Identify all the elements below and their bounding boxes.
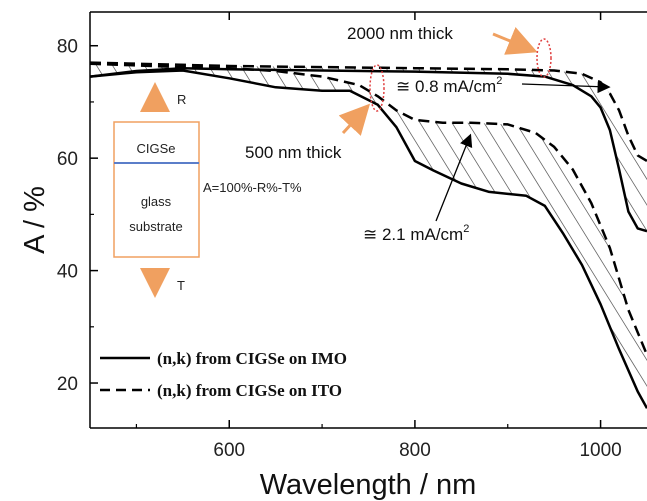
- arrow-2000nm: [492, 27, 538, 55]
- inset-layer-cigse: CIGSe: [136, 141, 175, 156]
- y-axis-title: A / %: [19, 186, 51, 254]
- hatch-line: [407, 63, 647, 409]
- hatch-line: [551, 62, 647, 232]
- inset-t-label: T: [177, 278, 185, 293]
- y-tick-label: 80: [57, 37, 78, 58]
- x-tick-label: 1000: [579, 440, 621, 461]
- legend-label-ito: (n,k) from CIGSe on ITO: [157, 381, 342, 400]
- hatch-line: [471, 62, 647, 232]
- hatch-line: [391, 62, 647, 232]
- series-line-ito-500nm: [90, 62, 647, 356]
- hatch-line: [503, 63, 647, 409]
- hatch-line: [551, 63, 647, 409]
- hatch-line: [343, 62, 605, 232]
- arrow-current-2-1: [435, 133, 473, 222]
- x-tick-label: 600: [213, 440, 245, 461]
- hatch-line: [567, 62, 647, 232]
- hatch-line: [375, 63, 637, 409]
- hatch-line: [375, 62, 637, 232]
- hatch-line: [567, 63, 647, 409]
- hatch-line: [311, 62, 573, 232]
- hatch-line: [535, 63, 647, 409]
- hatch-line: [583, 63, 647, 409]
- inset-layer-substrate: substrate: [129, 219, 182, 234]
- inset-diagram: R CIGSe glass substrate A=100%-R%-T% T: [113, 82, 302, 298]
- x-axis-title: Wavelength / nm: [260, 469, 477, 501]
- annotations: 2000 nm thick 500 nm thick ≅ 0.8 mA/cm2 …: [245, 24, 611, 244]
- x-tick-label: 800: [399, 440, 431, 461]
- hatch-line: [391, 63, 647, 409]
- hatch-line: [615, 63, 647, 409]
- series-group: [90, 61, 647, 409]
- y-tick-label: 20: [57, 374, 78, 395]
- inset-box: [113, 121, 200, 258]
- hatch-line: [359, 62, 621, 232]
- hatch-line: [423, 62, 647, 232]
- legend-label-imo: (n,k) from CIGSe on IMO: [157, 349, 347, 368]
- series-line-imo-500nm: [90, 69, 647, 409]
- hatch-line: [471, 63, 647, 409]
- ellipse-500nm: [369, 64, 385, 112]
- current-2-1-sup: 2: [463, 223, 469, 235]
- inset-layer-glass: glass: [141, 194, 172, 209]
- hatch-line: [407, 62, 647, 232]
- hatch-line: [583, 62, 647, 232]
- current-2-1-text: ≅ 2.1 mA/cm: [363, 225, 463, 244]
- y-tick-label: 60: [57, 149, 78, 170]
- hatch-line: [439, 63, 647, 409]
- current-0-8-text: ≅ 0.8 mA/cm: [396, 77, 496, 96]
- annotation-2000nm-thick: 2000 nm thick: [347, 24, 453, 43]
- ellipse-2000nm: [536, 38, 552, 78]
- legend: (n,k) from CIGSe on IMO (n,k) from CIGSe…: [100, 349, 347, 400]
- series-line-imo-2000nm: [90, 66, 647, 233]
- annotation-500nm-thick: 500 nm thick: [245, 143, 342, 162]
- hatch-line: [359, 63, 621, 409]
- hatch-line: [423, 63, 647, 409]
- hatch-line: [311, 63, 573, 409]
- hatch-line: [615, 62, 647, 232]
- inset-formula: A=100%-R%-T%: [203, 180, 302, 195]
- ticks-group: 600 800 1000 20 40 60 80: [57, 12, 622, 461]
- hatch-line: [503, 62, 647, 232]
- annotation-current-0-8: ≅ 0.8 mA/cm2: [396, 75, 502, 96]
- series-line-ito-2000nm: [90, 61, 647, 163]
- current-0-8-sup: 2: [496, 75, 502, 87]
- annotation-current-2-1: ≅ 2.1 mA/cm2: [363, 223, 469, 244]
- hatch-line: [343, 63, 605, 409]
- inset-r-label: R: [177, 92, 186, 107]
- arrow-current-0-8: [521, 80, 611, 94]
- y-tick-label: 40: [57, 262, 78, 283]
- hatch-line: [535, 62, 647, 232]
- arrow-500nm: [338, 103, 371, 136]
- hatch-line: [439, 62, 647, 232]
